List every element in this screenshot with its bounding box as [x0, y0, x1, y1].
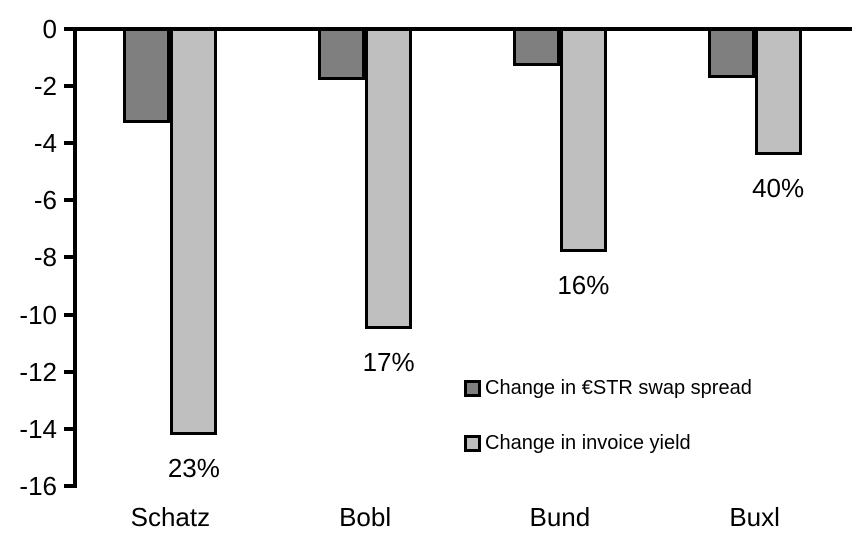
point-label-bund: 16% [557, 269, 610, 300]
y-tick-label--14: -14 [19, 413, 57, 444]
bar-swap-spread-schatz [123, 27, 171, 124]
y-tick--10 [64, 312, 73, 317]
bar-swap-spread-bund [512, 27, 560, 67]
invoice-yield-swatch-icon [464, 435, 481, 452]
swap-spread-swatch-icon [464, 380, 481, 397]
y-tick--16 [64, 483, 73, 488]
legend-label-invoice-yield: Change in invoice yield [485, 432, 691, 454]
legend-label-swap-spread: Change in €STR swap spread [485, 377, 752, 399]
y-axis-line [73, 27, 77, 488]
y-tick-label-0: 0 [42, 14, 57, 44]
y-tick-label--6: -6 [33, 185, 57, 216]
bar-invoice-yield-bobl [365, 27, 413, 329]
y-tick--14 [64, 426, 73, 431]
y-tick-label--2: -2 [33, 71, 57, 102]
y-tick-0 [64, 27, 73, 31]
y-tick-label--16: -16 [19, 470, 57, 501]
zero-line [73, 27, 852, 31]
bar-swap-spread-buxl [707, 27, 755, 78]
legend-item-invoice-yield: Change in invoice yield [464, 432, 691, 455]
y-tick-label--10: -10 [19, 299, 57, 330]
point-label-bobl: 17% [362, 346, 415, 377]
point-label-schatz: 23% [167, 452, 220, 483]
x-axis-label-bobl: Bobl [339, 502, 392, 532]
x-axis-label-schatz: Schatz [130, 502, 211, 532]
y-tick--6 [64, 198, 73, 203]
y-tick-label--4: -4 [33, 128, 57, 159]
bar-invoice-yield-schatz [170, 27, 218, 435]
legend-item-swap-spread: Change in €STR swap spread [464, 377, 752, 400]
x-axis-label-bund: Bund [529, 502, 591, 532]
x-axis-label-buxl: Buxl [729, 502, 780, 532]
y-tick--4 [64, 141, 73, 146]
y-tick--12 [64, 369, 73, 374]
y-tick-label--8: -8 [33, 242, 57, 273]
y-tick--2 [64, 84, 73, 89]
point-label-buxl: 40% [752, 172, 805, 203]
y-tick-label--12: -12 [19, 356, 57, 387]
y-tick--8 [64, 255, 73, 260]
bar-invoice-yield-bund [559, 27, 607, 252]
bar-invoice-yield-buxl [754, 27, 802, 155]
bar-swap-spread-bobl [318, 27, 366, 81]
